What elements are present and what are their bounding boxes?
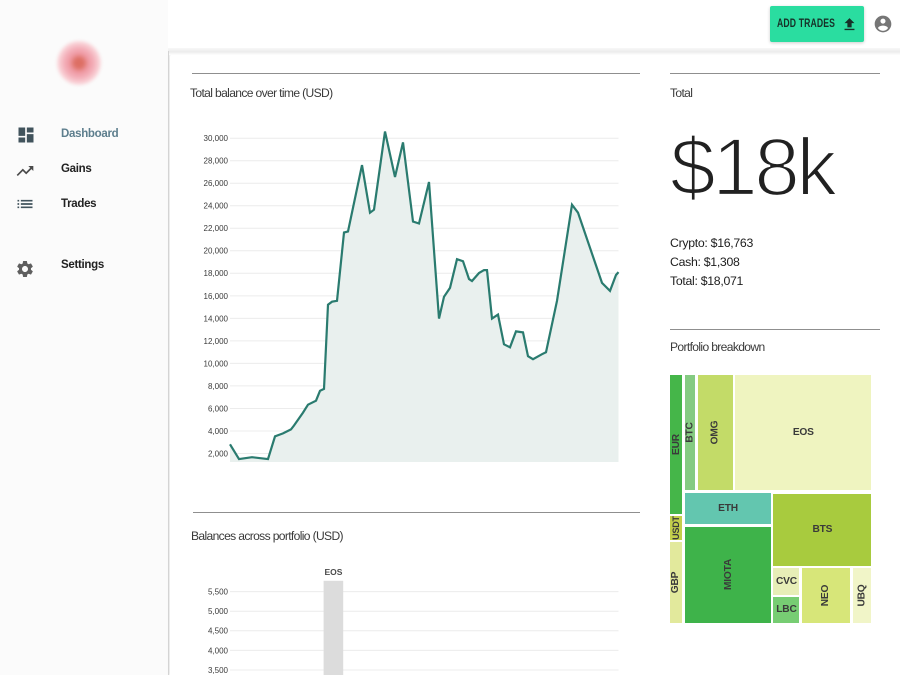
- svg-text:8,000: 8,000: [208, 382, 229, 391]
- svg-text:5,500: 5,500: [208, 588, 229, 597]
- svg-text:EOS: EOS: [325, 567, 343, 577]
- svg-text:14,000: 14,000: [204, 314, 229, 323]
- svg-text:12,000: 12,000: [204, 337, 229, 346]
- svg-text:4,000: 4,000: [208, 427, 229, 436]
- svg-text:16,000: 16,000: [204, 292, 229, 301]
- svg-text:28,000: 28,000: [204, 157, 229, 166]
- svg-text:6,000: 6,000: [208, 404, 229, 413]
- svg-text:5,000: 5,000: [208, 607, 229, 616]
- svg-text:4,500: 4,500: [208, 627, 229, 636]
- svg-text:2,000: 2,000: [208, 449, 229, 458]
- svg-text:20,000: 20,000: [204, 247, 229, 256]
- svg-text:3,500: 3,500: [208, 666, 229, 675]
- svg-text:30,000: 30,000: [204, 134, 229, 143]
- svg-text:26,000: 26,000: [204, 179, 229, 188]
- svg-text:4,000: 4,000: [208, 646, 229, 655]
- svg-text:24,000: 24,000: [204, 202, 229, 211]
- svg-text:10,000: 10,000: [204, 359, 229, 368]
- svg-text:18,000: 18,000: [204, 269, 229, 278]
- svg-text:22,000: 22,000: [204, 224, 229, 233]
